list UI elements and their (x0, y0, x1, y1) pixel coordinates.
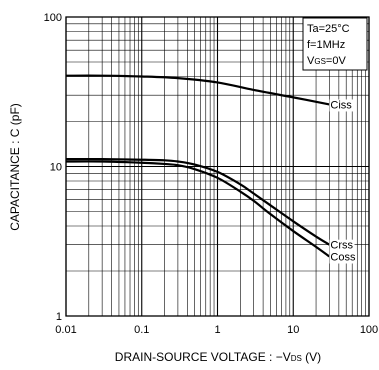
y-axis-label: CAPACITANCE : C (pF) (8, 103, 22, 231)
condition-frequency: f=1MHz (307, 39, 345, 51)
x-tick-label: 10 (287, 324, 299, 336)
x-axis-label-unit: (V) (302, 350, 321, 364)
condition-vgs-main: V (307, 55, 315, 67)
x-axis-label-main: DRAIN-SOURCE VOLTAGE : −V (115, 350, 291, 364)
condition-vgs-sub: GS (314, 57, 326, 66)
y-tick-label: 1 (56, 311, 62, 323)
series-label-background (329, 239, 355, 252)
x-tick-label: 0.1 (134, 324, 149, 336)
series-line-crss (65, 157, 330, 246)
series-label-coss: Coss (330, 252, 356, 264)
condition-ta: Ta=25°C (307, 23, 350, 35)
series-line-coss (65, 160, 331, 258)
series-label-background (329, 99, 354, 112)
series-label-ciss: Ciss (330, 99, 352, 111)
x-axis-label: DRAIN-SOURCE VOLTAGE : −VDS (V) (115, 350, 321, 364)
x-tick-label: 0.01 (55, 324, 76, 336)
x-tick-label: 100 (360, 324, 378, 336)
x-axis-label-sub: DS (291, 354, 302, 363)
x-tick-labels: 0.01 0.1 1 10 100 (55, 324, 378, 336)
x-tick-label: 1 (214, 324, 220, 336)
condition-vgs: VGS=0V (307, 55, 346, 67)
conditions-box-frame (302, 17, 368, 71)
series-label-background (329, 251, 357, 264)
series-line-ciss (65, 74, 330, 106)
conditions-box: Ta=25°C f=1MHz VGS=0V (302, 17, 368, 71)
y-tick-label: 100 (44, 12, 62, 24)
series-label-crss: Crss (330, 240, 353, 252)
y-tick-labels: 1 10 100 (44, 12, 62, 323)
condition-vgs-tail: =0V (326, 55, 347, 67)
plot-frame (65, 16, 370, 317)
y-tick-label: 10 (50, 162, 62, 174)
